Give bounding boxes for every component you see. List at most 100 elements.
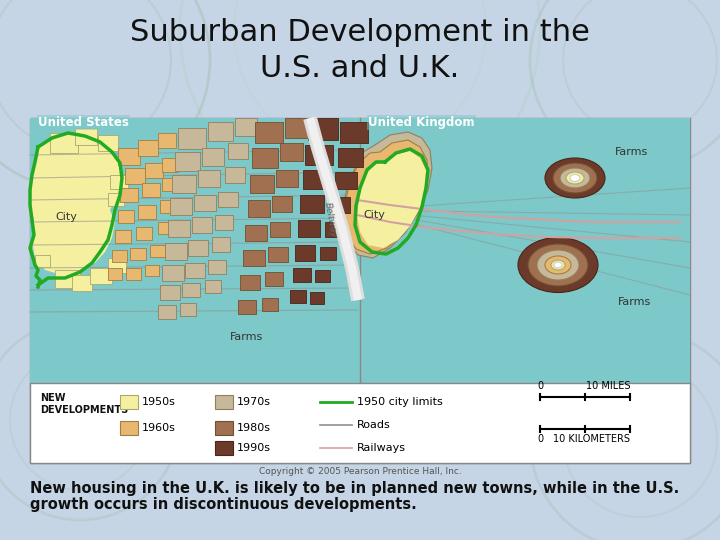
Bar [205, 280, 221, 293]
Bar [136, 227, 152, 240]
Bar [142, 183, 160, 197]
Bar [335, 172, 357, 189]
Text: 1980s: 1980s [237, 423, 271, 433]
Bar [180, 303, 196, 316]
Bar [182, 283, 200, 297]
Text: Suburban Development in the: Suburban Development in the [130, 18, 590, 47]
Bar [270, 222, 290, 237]
Bar [162, 158, 178, 172]
Bar [310, 292, 324, 304]
Text: 1990s: 1990s [237, 443, 271, 453]
Text: Copyright © 2005 Pearson Prentice Hall, Inc.: Copyright © 2005 Pearson Prentice Hall, … [258, 467, 462, 476]
Bar [243, 250, 265, 266]
Bar [298, 220, 320, 237]
Bar [30, 118, 690, 463]
Bar [250, 175, 274, 193]
Bar [115, 230, 131, 243]
Bar [295, 245, 315, 261]
Bar [272, 196, 292, 212]
Bar [158, 305, 176, 319]
Polygon shape [344, 140, 428, 254]
Text: 1950s: 1950s [142, 397, 176, 407]
Ellipse shape [537, 250, 579, 280]
Bar [50, 133, 78, 153]
Bar [158, 133, 176, 148]
Bar [118, 210, 134, 223]
Bar [90, 268, 112, 284]
Bar [30, 383, 690, 463]
Bar [138, 205, 156, 219]
Bar [245, 225, 267, 241]
Bar [108, 258, 126, 273]
Bar [185, 263, 205, 278]
Text: growth occurs in discontinuous developments.: growth occurs in discontinuous developme… [30, 497, 417, 512]
Bar [120, 188, 138, 202]
Text: 10 KILOMETERS: 10 KILOMETERS [553, 434, 630, 444]
Bar [238, 300, 256, 314]
Bar [120, 421, 138, 435]
Polygon shape [30, 133, 122, 275]
Bar [300, 195, 324, 213]
Ellipse shape [560, 168, 590, 188]
Text: Farms: Farms [615, 147, 648, 157]
Bar [340, 122, 368, 143]
Bar [138, 140, 158, 156]
Bar [170, 198, 192, 215]
Bar [125, 168, 145, 184]
Text: New housing in the U.K. is likely to be in planned new towns, while in the U.S.: New housing in the U.K. is likely to be … [30, 481, 679, 496]
Bar [108, 268, 122, 280]
Bar [293, 268, 311, 282]
Bar [118, 148, 140, 165]
Text: Farms: Farms [618, 297, 652, 307]
Bar [325, 222, 343, 237]
Bar [265, 272, 283, 286]
Bar [162, 265, 184, 281]
Bar [194, 195, 216, 211]
Text: 1960s: 1960s [142, 423, 176, 433]
Bar [192, 217, 212, 233]
Bar [262, 298, 278, 311]
Bar [175, 152, 200, 171]
Bar [338, 148, 363, 167]
Bar [252, 148, 278, 168]
Bar [55, 270, 80, 288]
Text: 1970s: 1970s [237, 397, 271, 407]
Bar [160, 200, 176, 213]
Polygon shape [343, 132, 432, 258]
Bar [110, 175, 128, 189]
Bar [120, 395, 138, 409]
Bar [215, 215, 233, 230]
Text: 10 MILES: 10 MILES [585, 381, 630, 391]
Bar [248, 200, 270, 217]
Ellipse shape [554, 262, 562, 268]
Bar [290, 290, 306, 303]
Bar [315, 270, 330, 282]
Text: 0: 0 [537, 434, 543, 444]
Text: Railways: Railways [357, 443, 406, 453]
Bar [165, 243, 187, 260]
Bar [215, 395, 233, 409]
Bar [145, 265, 159, 276]
Polygon shape [357, 151, 426, 248]
Text: City: City [363, 210, 385, 220]
Ellipse shape [545, 158, 605, 198]
Bar [235, 118, 257, 136]
Text: 1950 city limits: 1950 city limits [357, 397, 443, 407]
Bar [108, 193, 124, 206]
Bar [208, 260, 226, 274]
Bar [225, 167, 245, 183]
Bar [276, 170, 298, 187]
Text: Farms: Farms [230, 332, 264, 342]
Ellipse shape [545, 256, 571, 274]
Bar [320, 247, 336, 260]
Bar [160, 285, 180, 300]
Bar [112, 250, 127, 262]
Bar [280, 143, 303, 161]
Ellipse shape [566, 172, 584, 184]
Bar [305, 145, 333, 165]
Bar [228, 143, 248, 159]
Bar [150, 245, 165, 257]
Bar [188, 240, 208, 256]
Bar [145, 163, 163, 178]
Bar [202, 148, 224, 166]
